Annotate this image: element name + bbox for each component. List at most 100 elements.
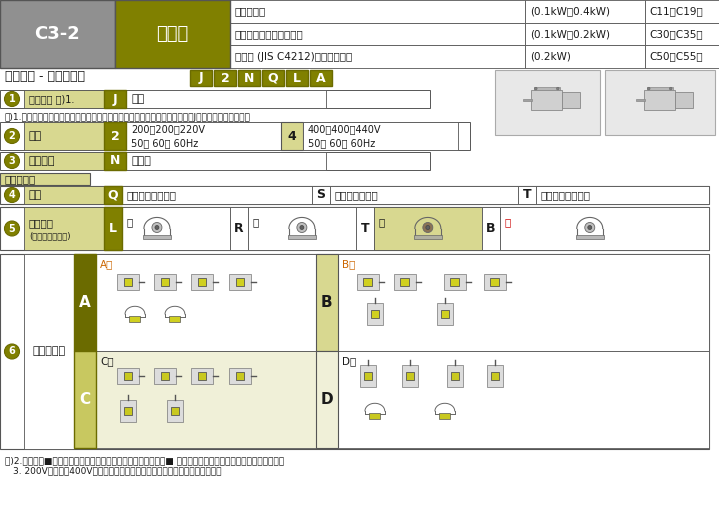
Bar bbox=[126, 122, 281, 150]
Bar bbox=[171, 407, 179, 415]
Bar bbox=[0, 207, 709, 250]
Bar bbox=[104, 207, 122, 250]
Circle shape bbox=[585, 222, 595, 232]
Text: 注)1.海外仕様対応／向け先国別モータ仕様の標準仕様とオプション仕様は、J章をご参照ください。: 注)1.海外仕様対応／向け先国別モータ仕様の標準仕様とオプション仕様は、J章をご… bbox=[5, 114, 251, 122]
Text: J: J bbox=[198, 71, 203, 84]
Bar bbox=[330, 186, 518, 204]
Bar bbox=[525, 45, 645, 68]
Bar bbox=[525, 23, 645, 45]
Text: 右: 右 bbox=[253, 218, 259, 228]
Circle shape bbox=[155, 225, 159, 230]
Text: C3-2: C3-2 bbox=[34, 25, 80, 43]
Bar bbox=[281, 122, 303, 150]
Text: 1: 1 bbox=[9, 94, 15, 104]
Text: A: A bbox=[316, 71, 326, 84]
Bar bbox=[198, 278, 206, 286]
Bar bbox=[104, 122, 126, 150]
Circle shape bbox=[4, 187, 19, 203]
Bar bbox=[115, 0, 230, 68]
Bar bbox=[439, 413, 450, 419]
Text: 三相モータ: 三相モータ bbox=[235, 6, 266, 16]
Text: 注)2.濃い緑色■で塗られている箇所は標準仕様です。薄い緑色■ で塗られている箇所はオプション仕様です。: 注)2.濃い緑色■で塗られている箇所は標準仕様です。薄い緑色■ で塗られている箇… bbox=[5, 457, 284, 466]
Bar bbox=[191, 275, 213, 290]
Bar bbox=[437, 303, 452, 325]
Bar bbox=[24, 122, 104, 150]
Bar bbox=[24, 207, 104, 250]
Bar bbox=[238, 70, 260, 86]
Bar bbox=[0, 173, 90, 185]
Bar bbox=[117, 369, 139, 384]
Bar bbox=[122, 186, 312, 204]
Text: 上: 上 bbox=[379, 218, 385, 228]
Bar bbox=[525, 0, 645, 23]
Text: 高効率 (JIS C4212)　三相モータ: 高効率 (JIS C4212) 三相モータ bbox=[235, 52, 352, 62]
Bar bbox=[536, 186, 709, 204]
Text: R: R bbox=[234, 222, 244, 235]
Bar bbox=[104, 90, 126, 108]
Bar bbox=[24, 254, 74, 449]
Bar bbox=[316, 254, 338, 351]
Bar bbox=[288, 234, 316, 239]
Bar bbox=[402, 365, 418, 387]
Text: (0.2kW): (0.2kW) bbox=[530, 52, 571, 62]
Bar bbox=[0, 122, 470, 150]
Text: T: T bbox=[523, 188, 531, 202]
Text: N: N bbox=[244, 71, 254, 84]
Text: 日本: 日本 bbox=[132, 94, 145, 104]
Text: 2: 2 bbox=[221, 71, 229, 84]
Text: J: J bbox=[113, 92, 117, 106]
Text: N: N bbox=[110, 155, 120, 167]
Text: 5: 5 bbox=[9, 223, 15, 233]
Bar bbox=[0, 152, 430, 170]
Text: 下: 下 bbox=[505, 218, 511, 228]
Text: B: B bbox=[486, 222, 495, 235]
Bar bbox=[518, 186, 536, 204]
Text: D: D bbox=[321, 392, 333, 407]
Circle shape bbox=[534, 87, 537, 90]
Bar bbox=[214, 70, 236, 86]
Bar bbox=[645, 23, 719, 45]
Bar bbox=[605, 70, 715, 135]
Text: インバータ用三相モータ: インバータ用三相モータ bbox=[235, 29, 303, 39]
Bar bbox=[444, 275, 466, 290]
Text: 左: 左 bbox=[127, 218, 133, 228]
Bar bbox=[154, 275, 176, 290]
Text: 200／200／220V
50／ 60／ 60Hz: 200／200／220V 50／ 60／ 60Hz bbox=[131, 124, 205, 148]
Bar bbox=[447, 365, 462, 387]
Circle shape bbox=[4, 91, 19, 107]
Bar bbox=[154, 369, 176, 384]
Bar bbox=[400, 278, 409, 286]
Bar bbox=[360, 365, 375, 387]
Circle shape bbox=[300, 225, 304, 230]
Bar bbox=[104, 152, 126, 170]
Bar bbox=[0, 90, 430, 108]
Bar bbox=[24, 186, 104, 204]
Bar bbox=[646, 88, 673, 90]
Text: (0.1kW～0.4kW): (0.1kW～0.4kW) bbox=[530, 6, 610, 16]
Text: 取付位置: 取付位置 bbox=[29, 219, 54, 229]
Bar bbox=[500, 207, 709, 250]
Bar bbox=[117, 275, 139, 290]
Bar bbox=[491, 372, 499, 380]
Bar bbox=[126, 90, 326, 108]
Bar bbox=[371, 310, 379, 318]
Text: T: T bbox=[360, 222, 369, 235]
Bar bbox=[190, 70, 212, 86]
Bar bbox=[122, 207, 230, 250]
Text: A式: A式 bbox=[100, 259, 114, 269]
Text: 電圧: 電圧 bbox=[29, 131, 42, 141]
Text: L: L bbox=[109, 222, 117, 235]
Bar bbox=[576, 234, 604, 239]
Circle shape bbox=[4, 221, 19, 236]
Bar bbox=[24, 90, 104, 108]
Bar bbox=[229, 275, 251, 290]
Circle shape bbox=[297, 222, 307, 232]
Bar bbox=[191, 369, 213, 384]
Bar bbox=[441, 310, 449, 318]
Bar bbox=[367, 303, 383, 325]
Bar bbox=[229, 369, 251, 384]
Bar bbox=[338, 351, 709, 448]
Bar bbox=[636, 99, 645, 101]
Bar bbox=[74, 351, 96, 448]
Bar bbox=[0, 186, 709, 204]
